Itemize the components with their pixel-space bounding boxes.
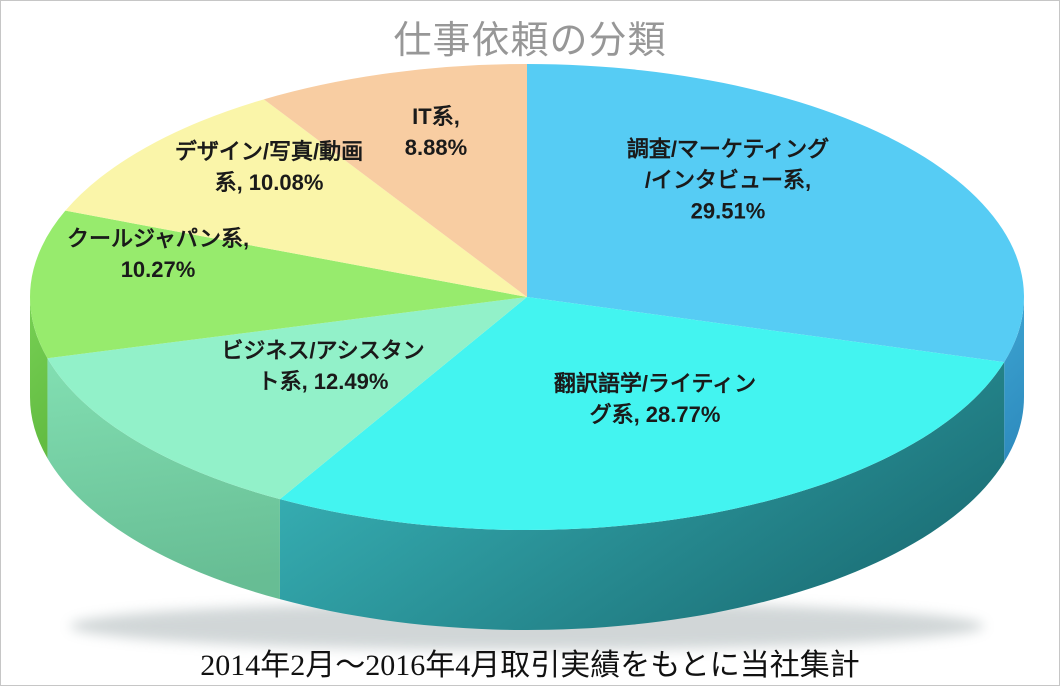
pie-slice-top-2 (47, 297, 528, 500)
pie-slice-top-3 (29, 210, 527, 359)
pie-slice-top-1 (279, 297, 1005, 530)
pie-slice-side-2 (47, 358, 280, 600)
pie-slice-side-0 (1004, 297, 1024, 463)
chart-footnote: 2014年2月〜2016年4月取引実績をもとに当社集計 (200, 649, 860, 682)
pie-slice-side-1 (279, 362, 1005, 630)
pie-slice-top-4 (65, 99, 527, 297)
chart-title: 仕事依頼の分類 (393, 20, 667, 62)
pie-slice-side-3 (30, 297, 48, 459)
pie-slice-top-5 (263, 63, 527, 297)
pie-slice-top-0 (527, 64, 1024, 363)
